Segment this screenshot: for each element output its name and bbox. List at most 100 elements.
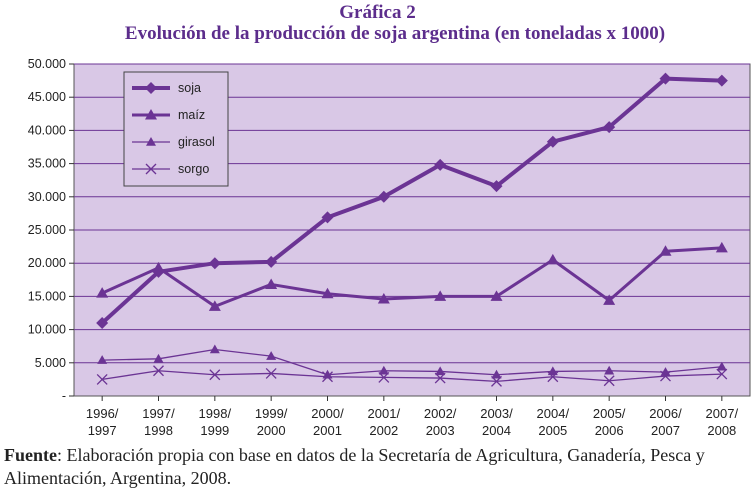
x-tick-label: 1997/1998	[142, 406, 175, 438]
data-point-girasol	[435, 366, 446, 376]
data-point-sorgo	[96, 373, 108, 385]
data-point-soja	[603, 121, 616, 134]
marker-stroke	[434, 372, 446, 384]
y-tick-label: 40.000	[28, 123, 66, 137]
data-point-sorgo	[265, 367, 277, 379]
data-point-soja	[490, 180, 503, 193]
data-point-maíz	[546, 253, 559, 265]
data-point-sorgo	[716, 368, 728, 380]
data-point-maíz	[659, 245, 672, 256]
chart-subtitle: Evolución de la producción de soja argen…	[124, 23, 666, 44]
data-point-sorgo	[378, 371, 390, 383]
data-point-maíz	[490, 290, 503, 301]
data-point-maíz	[96, 287, 109, 298]
y-tick-label: 30.000	[28, 190, 66, 204]
marker-stroke	[265, 367, 277, 379]
legend-label-girasol: girasol	[178, 135, 215, 149]
data-point-maíz	[434, 290, 447, 301]
data-point-soja	[321, 211, 334, 224]
data-point-sorgo	[434, 372, 446, 384]
data-point-girasol	[491, 369, 502, 379]
data-point-girasol	[97, 355, 108, 364]
x-tick-label: 1999/2000	[255, 406, 288, 438]
data-point-soja	[434, 158, 447, 171]
data-point-soja	[377, 190, 390, 203]
x-tick-label: 2006/2007	[649, 406, 682, 438]
data-point-soja	[208, 257, 221, 270]
data-point-maíz	[321, 287, 334, 299]
data-point-sorgo	[547, 371, 559, 383]
x-tick-label: 1998/1999	[199, 406, 232, 438]
x-tick-label: 2004/2005	[537, 406, 570, 438]
data-point-sorgo	[603, 375, 615, 387]
legend-label-sorgo: sorgo	[178, 162, 209, 176]
data-point-maíz	[377, 293, 390, 304]
marker-stroke	[96, 373, 108, 385]
data-point-girasol	[209, 344, 220, 354]
legend-marker-soja	[145, 82, 157, 94]
legend-marker-sorgo	[145, 163, 157, 175]
y-tick-label: 25.000	[28, 223, 66, 237]
data-point-sorgo	[153, 365, 164, 377]
y-tick-label: 35.000	[28, 157, 66, 171]
legend-marker-maíz	[145, 109, 157, 120]
data-point-soja	[715, 74, 728, 87]
legend: soja maíz girasol sorgo	[123, 71, 229, 187]
source-label: Fuente	[4, 445, 57, 465]
y-tick-label: 45.000	[28, 90, 66, 104]
y-tick-label: -	[62, 389, 66, 403]
y-tick-label: 20.000	[28, 256, 66, 270]
data-point-soja	[659, 72, 672, 85]
source-note: Fuente: Elaboración propia con base en d…	[4, 444, 754, 490]
marker-stroke	[378, 371, 390, 383]
series-line-sorgo	[102, 370, 722, 383]
data-point-maíz	[715, 241, 728, 253]
x-tick-label: 2002/2003	[424, 406, 457, 438]
data-point-girasol	[604, 365, 615, 375]
x-tick-label: 2001/2002	[368, 406, 401, 438]
data-point-girasol	[378, 365, 389, 375]
x-tick-label: 2003/2004	[480, 406, 513, 438]
legend-label-soja: soja	[178, 81, 201, 95]
marker-stroke	[660, 370, 671, 382]
chart-svg: - 5.000 10.000 15.000 20.000 25.000 30.000 35.0…	[28, 57, 751, 438]
data-point-girasol	[547, 366, 558, 376]
data-point-sorgo	[322, 371, 333, 383]
source-text: : Elaboración propia con base en datos d…	[4, 445, 705, 488]
x-tick-label: 1996/1997	[86, 406, 119, 438]
marker-stroke	[145, 163, 157, 175]
data-point-girasol	[716, 361, 727, 371]
y-tick-label: 50.000	[28, 57, 66, 71]
data-point-soja	[546, 135, 559, 148]
chart-title: Gráfica 2	[339, 2, 416, 23]
marker-stroke	[491, 375, 502, 387]
data-point-sorgo	[491, 375, 502, 387]
data-point-maíz	[208, 300, 221, 311]
y-tick-label: 10.000	[28, 323, 66, 337]
series-line-maíz	[101, 246, 722, 308]
marker-stroke	[603, 375, 615, 387]
y-tick-label: 5.000	[35, 356, 66, 370]
data-point-girasol	[266, 351, 277, 360]
x-tick-label: 2005/2006	[593, 406, 626, 438]
data-point-girasol	[153, 353, 164, 363]
data-point-maíz	[603, 294, 616, 305]
legend-label-maíz: maíz	[178, 108, 205, 122]
data-point-maíz	[265, 278, 278, 289]
marker-stroke	[716, 368, 728, 380]
x-tick-label: 2000/2001	[311, 406, 344, 438]
marker-stroke	[209, 369, 221, 381]
data-point-sorgo	[660, 370, 671, 382]
marker-stroke	[322, 371, 333, 383]
data-point-sorgo	[209, 369, 221, 381]
legend-marker-girasol	[146, 137, 156, 146]
marker-stroke	[153, 365, 164, 377]
data-point-soja	[265, 255, 278, 268]
series-line-soja	[100, 76, 722, 325]
x-tick-label: 2007/2008	[706, 406, 739, 438]
marker-stroke	[547, 371, 559, 383]
y-tick-label: 15.000	[28, 289, 66, 303]
series-line-girasol	[102, 348, 722, 376]
data-point-maíz	[152, 261, 165, 273]
legend-box	[123, 71, 229, 187]
